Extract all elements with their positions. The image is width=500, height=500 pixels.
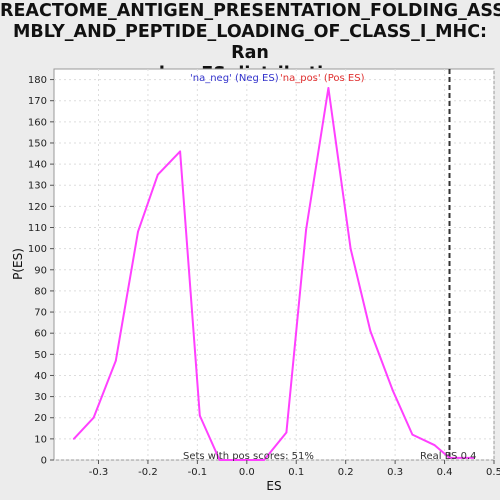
x-tick-label: 0.0 bbox=[239, 467, 255, 478]
y-tick-label: 140 bbox=[28, 160, 47, 171]
data-point bbox=[448, 456, 451, 459]
x-tick-label: -0.3 bbox=[89, 467, 109, 478]
y-axis-ticks: 0 10 20 30 40 50 60 70 80 90 100 110 120 130 140 150 160… bbox=[28, 75, 54, 467]
data-point bbox=[92, 416, 95, 419]
x-tick-label: 0.5 bbox=[486, 467, 500, 478]
x-tick-label: 0.2 bbox=[338, 467, 354, 478]
real-es-label: Real ES 0.4 bbox=[420, 451, 476, 462]
data-point bbox=[411, 433, 414, 436]
data-point bbox=[198, 414, 201, 417]
legend-pos-entry: 'na_pos' (Pos ES) bbox=[280, 73, 365, 84]
y-tick-label: 80 bbox=[34, 286, 47, 297]
data-point bbox=[285, 431, 288, 434]
y-tick-label: 60 bbox=[34, 329, 47, 340]
data-point bbox=[137, 230, 139, 233]
y-tick-label: 90 bbox=[34, 265, 47, 276]
y-tick-label: 20 bbox=[34, 413, 47, 424]
data-point bbox=[327, 87, 330, 89]
data-point bbox=[156, 173, 159, 176]
data-point bbox=[305, 228, 308, 231]
y-tick-label: 160 bbox=[28, 117, 47, 128]
data-point bbox=[349, 247, 352, 250]
y-tick-label: 10 bbox=[34, 434, 47, 445]
x-tick-label: -0.1 bbox=[188, 467, 208, 478]
y-tick-label: 170 bbox=[28, 96, 47, 107]
x-tick-label: 0.1 bbox=[288, 467, 304, 478]
data-point bbox=[179, 150, 181, 153]
data-point bbox=[263, 459, 266, 461]
y-tick-label: 0 bbox=[41, 456, 47, 467]
x-tick-label: 0.3 bbox=[387, 467, 403, 478]
y-tick-label: 180 bbox=[28, 75, 47, 86]
y-tick-label: 50 bbox=[34, 350, 47, 361]
series-layer bbox=[72, 87, 476, 461]
y-tick-label: 120 bbox=[28, 202, 47, 213]
x-axis-ticks: -0.3 -0.2 -0.1 0.0 0.1 0.2 0.3 0.4 0.5 bbox=[89, 460, 500, 478]
y-tick-label: 40 bbox=[34, 371, 47, 382]
data-point bbox=[218, 459, 221, 461]
data-point bbox=[369, 330, 372, 332]
y-tick-label: 130 bbox=[28, 181, 47, 192]
y-axis-title: P(ES) bbox=[11, 248, 25, 280]
x-tick-label: 0.4 bbox=[437, 467, 453, 478]
x-axis-title: ES bbox=[266, 479, 281, 493]
y-tick-label: 30 bbox=[34, 392, 47, 403]
x-tick-label: -0.2 bbox=[138, 467, 158, 478]
pos-scores-note: Sets with pos scores: 51% bbox=[183, 451, 314, 462]
data-point bbox=[391, 389, 394, 392]
data-point bbox=[72, 437, 75, 440]
data-point bbox=[433, 444, 436, 447]
legend-neg-entry: 'na_neg' (Neg ES) bbox=[190, 73, 279, 84]
y-tick-label: 100 bbox=[28, 244, 47, 255]
y-tick-label: 70 bbox=[34, 308, 47, 319]
data-point bbox=[473, 456, 476, 459]
plot-area bbox=[53, 68, 495, 461]
data-point bbox=[114, 359, 117, 362]
y-tick-label: 150 bbox=[28, 138, 47, 149]
y-tick-label: 110 bbox=[28, 223, 47, 234]
